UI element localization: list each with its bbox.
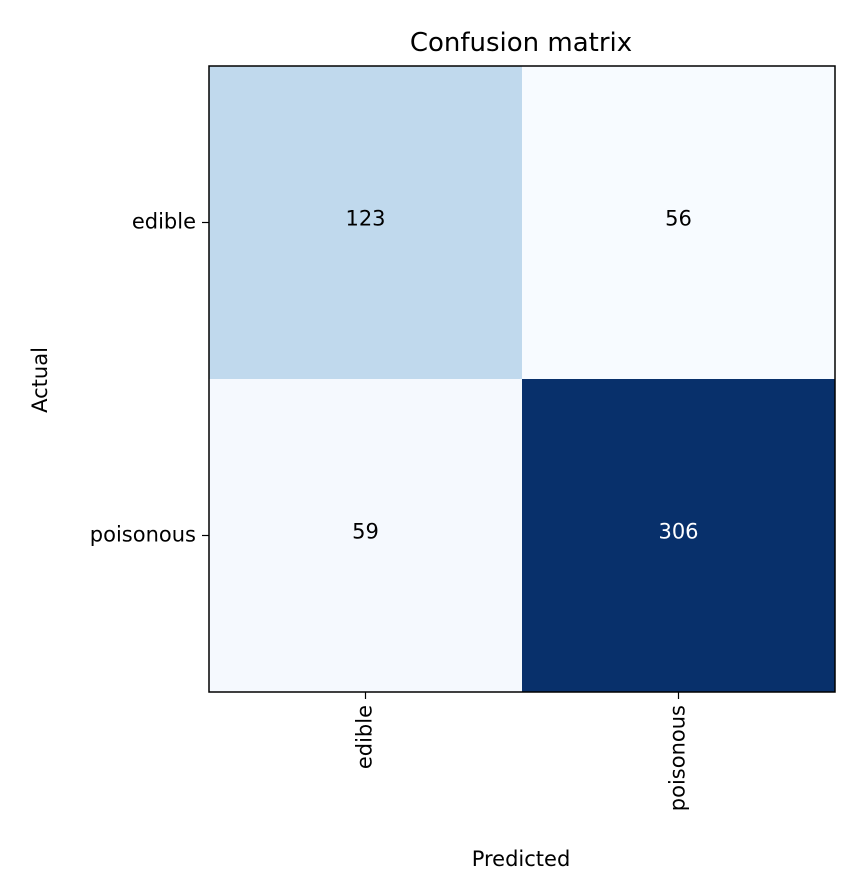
cell-value-label: 56 xyxy=(665,207,692,231)
heatmap-cell xyxy=(522,66,836,380)
y-tick-label: edible xyxy=(132,210,196,234)
y-axis-label: Actual xyxy=(28,347,52,413)
heatmap-cell xyxy=(209,379,523,693)
heatmap-cells: 123 56 59 306 xyxy=(209,66,836,693)
x-axis-label: Predicted xyxy=(472,847,571,871)
heatmap-cell xyxy=(522,379,836,693)
axis-ticks: edible poisonous edible poisonous xyxy=(90,210,690,812)
x-tick-label: poisonous xyxy=(666,705,690,811)
y-tick-label: poisonous xyxy=(90,523,196,547)
heatmap-cell xyxy=(209,66,523,380)
cell-value-label: 123 xyxy=(345,207,385,231)
cell-value-label: 306 xyxy=(658,520,698,544)
cell-value-label: 59 xyxy=(352,520,379,544)
x-tick-label: edible xyxy=(353,705,377,769)
chart-title: Confusion matrix xyxy=(410,28,632,58)
plot-frame xyxy=(208,65,836,693)
